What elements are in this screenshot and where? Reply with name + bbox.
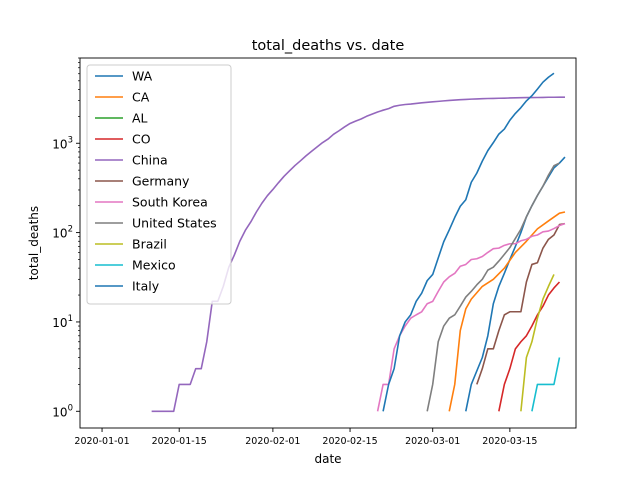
y-axis: 100 101 102 103 [52, 57, 80, 419]
y-tick-label: 102 [52, 225, 73, 241]
legend-label: CO [132, 132, 151, 147]
y-axis-label: total_deaths [27, 206, 41, 280]
legend-label: Mexico [132, 258, 176, 273]
legend-label: AL [132, 111, 148, 126]
y-tick-label: 100 [52, 403, 73, 419]
x-tick-label: 2020-03-01 [405, 436, 460, 447]
x-axis-label: date [314, 452, 341, 466]
legend-label: United States [132, 216, 217, 231]
series-line-wa [464, 156, 566, 412]
x-tick-label: 2020-01-15 [152, 436, 207, 447]
series-line-germany [476, 222, 566, 385]
x-tick-label: 2020-03-15 [482, 436, 537, 447]
series-line-south-korea [376, 222, 566, 412]
chart-title: total_deaths vs. date [252, 38, 405, 54]
y-tick-label: 103 [52, 135, 73, 151]
legend-label: Germany [132, 174, 190, 189]
plot-frame [79, 57, 577, 429]
series-line-italy [382, 72, 555, 412]
series-line-united-states [426, 162, 560, 412]
legend-label: South Korea [132, 195, 208, 210]
y-tick-label: 101 [52, 314, 73, 330]
legend-label: Brazil [132, 237, 167, 252]
series-line-co [498, 281, 561, 412]
series-line-mexico [531, 357, 561, 412]
legend-label: China [132, 153, 168, 168]
legend: WA CA AL CO China Germany South Korea United St… [86, 64, 232, 305]
legend-label: WA [132, 69, 153, 84]
x-axis: 2020-01-01 2020-01-15 2020-02-01 2020-02-15… [74, 428, 537, 447]
x-tick-label: 2020-01-01 [74, 436, 129, 447]
legend-label: Italy [132, 279, 160, 294]
series-line-brazil [520, 274, 555, 412]
legend-label: CA [132, 90, 150, 105]
x-tick-label: 2020-02-15 [322, 436, 377, 447]
x-tick-label: 2020-02-01 [245, 436, 300, 447]
series-line-ca [448, 211, 566, 412]
